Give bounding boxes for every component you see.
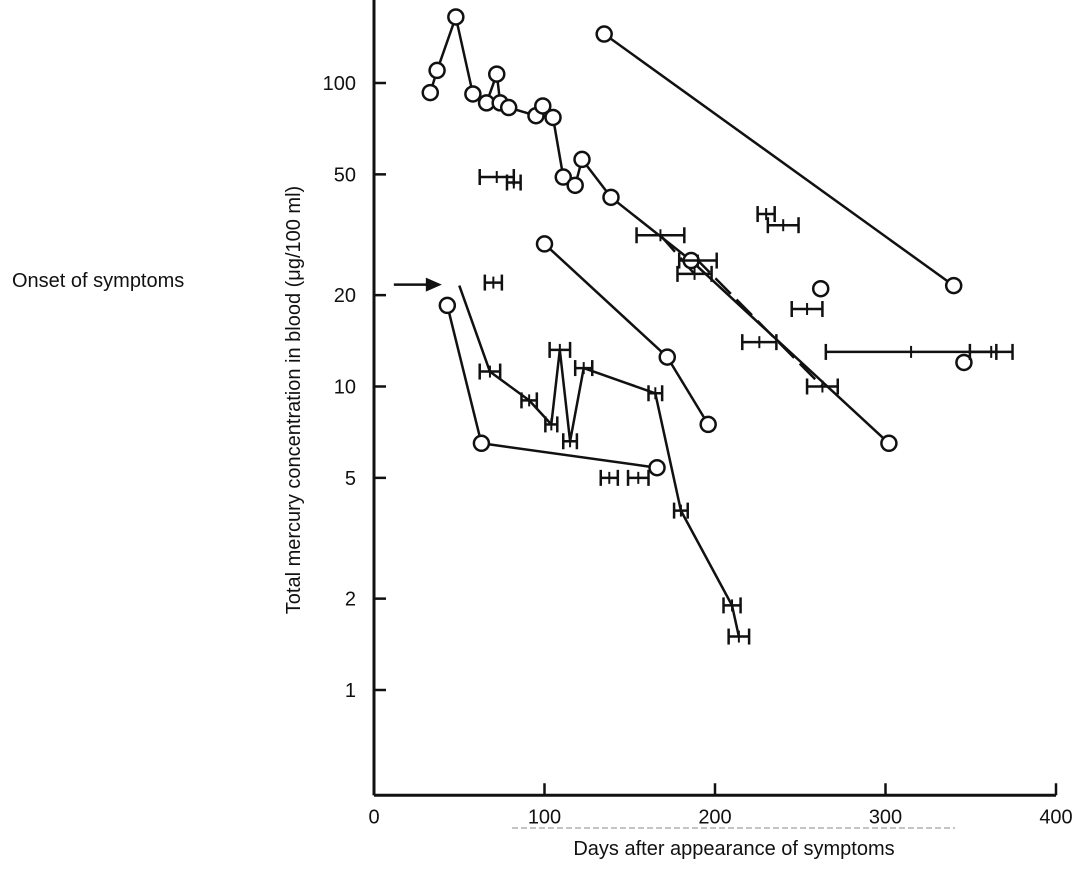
circle-marker <box>602 188 620 207</box>
axes <box>372 0 1056 797</box>
y-tick-label: 20 <box>334 285 356 307</box>
circle-marker <box>699 415 717 434</box>
y-tick-label: 5 <box>345 468 356 490</box>
x-tick-label: 200 <box>698 806 731 828</box>
x-tick-label: 400 <box>1039 806 1072 828</box>
circle-marker <box>658 348 677 366</box>
circle-marker <box>566 176 584 195</box>
x-axis-label: Days after appearance of symptoms <box>573 838 894 860</box>
arrow-head <box>425 277 442 292</box>
circle-marker <box>421 83 440 102</box>
range-marker <box>676 265 713 282</box>
x-tick-label: 0 <box>368 806 379 828</box>
circle-marker <box>499 98 518 117</box>
circle-marker <box>811 279 830 298</box>
tick-marks <box>372 81 1058 796</box>
range-marker <box>505 174 522 191</box>
range-marker <box>544 416 559 433</box>
range-marker <box>520 392 539 409</box>
range-marker <box>626 469 650 486</box>
range-marker <box>805 378 840 395</box>
range-marker <box>727 628 751 645</box>
series-line-6 <box>659 234 824 388</box>
circle-marker <box>447 8 465 26</box>
range-marker <box>722 597 742 614</box>
circle-marker <box>595 25 613 43</box>
range-marker <box>635 227 686 244</box>
series-line-2 <box>543 242 710 426</box>
circle-marker <box>428 61 446 80</box>
range-marker <box>741 334 778 351</box>
range-marker <box>766 217 800 234</box>
circle-marker <box>880 434 898 453</box>
y-tick-label: 1 <box>345 680 356 702</box>
circle-marker <box>534 97 552 115</box>
circle-marker <box>464 85 482 103</box>
circle-marker <box>438 296 457 315</box>
range-marker <box>548 341 572 358</box>
range-marker <box>647 385 664 402</box>
range-marker <box>599 469 620 486</box>
series-line-1 <box>603 32 955 287</box>
y-tick-label: 10 <box>334 377 356 399</box>
y-tick-label: 2 <box>345 589 356 611</box>
circle-marker <box>955 353 973 372</box>
circle-marker <box>544 108 562 127</box>
range-marker <box>672 502 689 519</box>
data-markers <box>421 8 1014 645</box>
range-marker <box>756 206 776 223</box>
circle-marker <box>554 168 573 186</box>
range-marker <box>790 301 824 318</box>
y-axis-label: Total mercury concentration in blood (μg… <box>283 186 305 614</box>
onset-of-symptoms-label: Onset of symptoms <box>12 270 184 292</box>
tick-labels: 0 100 200 300 400 1 2 5 10 20 50 100 <box>323 73 1073 828</box>
y-tick-label: 100 <box>323 73 356 95</box>
circle-marker <box>488 65 506 83</box>
circle-marker <box>472 434 491 453</box>
onset-arrow-icon <box>393 277 442 292</box>
y-tick-label: 50 <box>334 164 356 186</box>
range-marker <box>968 343 1014 360</box>
series-line-5 <box>458 285 741 637</box>
range-marker <box>573 360 594 377</box>
range-marker <box>478 363 502 380</box>
x-tick-label: 300 <box>869 806 902 828</box>
range-marker <box>483 274 504 291</box>
range-marker <box>562 433 579 450</box>
circle-marker <box>573 150 591 169</box>
circle-marker <box>535 235 554 253</box>
range-marker <box>677 252 718 269</box>
x-tick-label: 100 <box>528 806 561 828</box>
circle-marker <box>944 276 963 295</box>
circle-marker <box>648 458 666 477</box>
